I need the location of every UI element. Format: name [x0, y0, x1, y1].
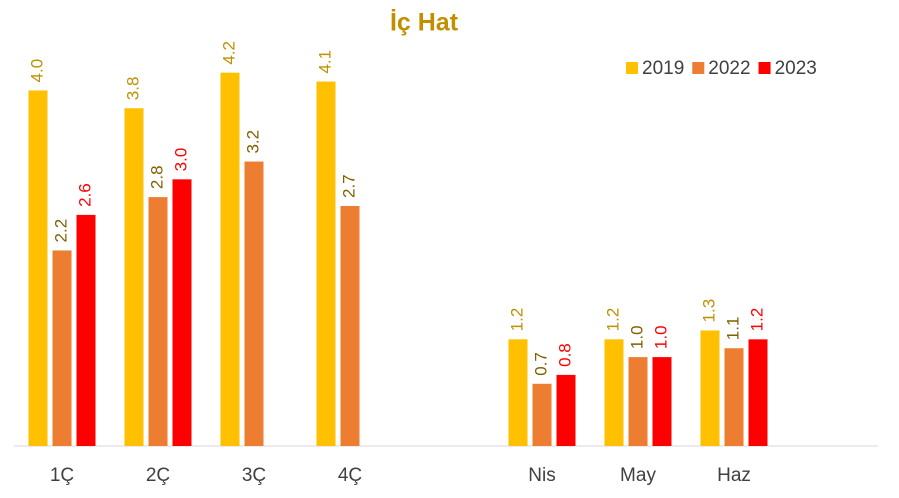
value-label: 0.7	[531, 352, 550, 376]
bar	[532, 383, 552, 446]
value-label: 1.1	[723, 317, 742, 341]
bar	[244, 161, 264, 447]
x-tick-label: 3Ç	[242, 465, 266, 486]
value-label: 3.0	[171, 148, 190, 172]
value-label: 3.2	[243, 130, 262, 154]
legend-swatch	[758, 62, 771, 74]
x-tick-label: Haz	[717, 465, 751, 486]
value-label: 1.2	[747, 308, 766, 332]
bar	[508, 339, 528, 446]
value-label: 1.0	[651, 325, 670, 349]
value-label: 4.2	[219, 41, 238, 65]
x-tick-label: 4Ç	[338, 465, 362, 486]
bar	[604, 339, 624, 446]
bar	[700, 330, 720, 446]
bar	[124, 108, 144, 446]
x-tick-label: May	[620, 465, 656, 486]
value-label: 0.8	[555, 343, 574, 367]
value-label: 3.8	[123, 77, 142, 101]
value-label: 2.7	[339, 174, 358, 198]
x-tick-label: 1Ç	[50, 465, 74, 486]
legend-label: 2023	[775, 58, 817, 79]
legend-label: 2019	[642, 58, 684, 79]
bar	[748, 339, 768, 446]
bar	[316, 81, 336, 447]
bar	[52, 250, 72, 446]
legend-swatch	[692, 62, 705, 74]
value-label: 1.0	[627, 325, 646, 349]
bar	[556, 374, 576, 446]
x-tick-label: Nis	[528, 465, 555, 486]
bar	[220, 72, 240, 447]
value-label: 2.2	[51, 219, 70, 243]
value-label: 1.2	[603, 308, 622, 332]
bar	[652, 357, 672, 446]
chart-title: İç Hat	[390, 9, 459, 37]
value-label: 1.2	[507, 308, 526, 332]
bar	[172, 179, 192, 447]
bar	[628, 357, 648, 446]
value-label: 4.1	[315, 50, 334, 74]
value-label: 2.6	[75, 183, 94, 207]
bar	[340, 206, 360, 446]
legend-label: 2022	[708, 58, 750, 79]
legend-swatch	[626, 62, 638, 74]
value-label: 1.3	[699, 299, 718, 323]
bar	[28, 90, 48, 446]
value-label: 4.0	[27, 59, 46, 83]
bar	[724, 348, 744, 446]
value-label: 2.8	[147, 165, 166, 189]
bar	[76, 214, 96, 446]
bar	[148, 197, 168, 446]
x-tick-label: 2Ç	[146, 465, 170, 486]
